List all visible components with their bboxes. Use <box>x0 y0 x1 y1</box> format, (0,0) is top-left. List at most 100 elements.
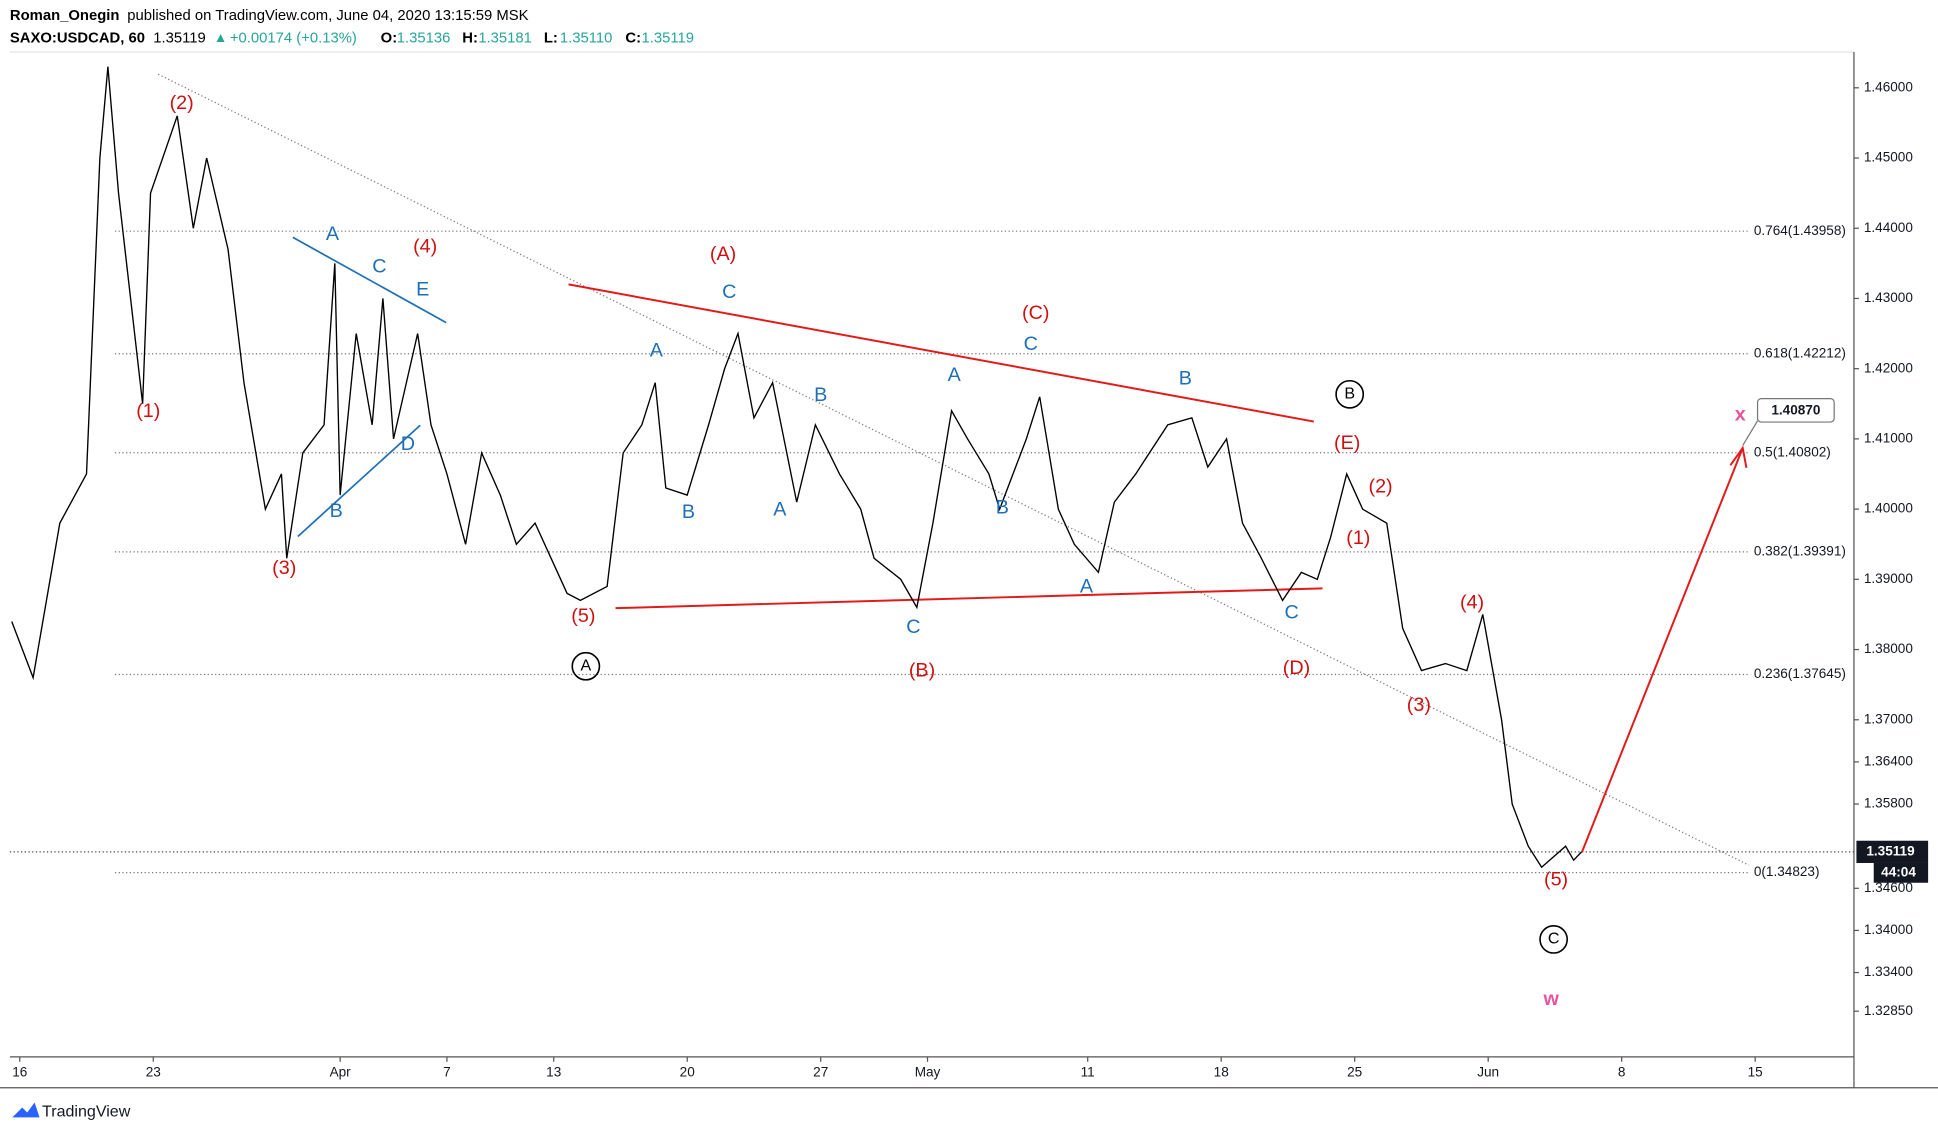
countdown-label: 44:04 <box>1881 864 1916 879</box>
wave-label: E <box>416 279 429 301</box>
wave-label: C <box>372 255 386 277</box>
y-tick-label: 1.39000 <box>1864 571 1914 586</box>
price-line <box>11 66 1583 869</box>
x-tick-label: Apr <box>330 1064 352 1079</box>
wave-label: (4) <box>413 235 437 257</box>
x-tick-label: 23 <box>146 1064 161 1079</box>
y-tick-label: 1.37000 <box>1864 711 1914 726</box>
wave-label: A <box>948 364 962 386</box>
wave-label: A <box>580 657 591 675</box>
x-tick-label: 16 <box>12 1064 27 1079</box>
triangle-lower <box>615 587 1323 610</box>
wave-label: (1) <box>136 400 160 422</box>
wave-label: x <box>1735 404 1746 426</box>
wave-circle <box>571 651 601 681</box>
x-tick-label: 13 <box>546 1064 561 1079</box>
x-tick-label: May <box>915 1064 941 1079</box>
ohlc-key: C: <box>625 30 641 46</box>
ohlc-value: 1.35181 <box>478 30 532 46</box>
wave-label: (C) <box>1022 302 1049 324</box>
fib-label: 0.618(1.42212) <box>1754 345 1846 360</box>
brand: TradingView <box>42 1103 131 1121</box>
wave-label: B <box>682 501 695 523</box>
fib-label: 0.382(1.39391) <box>1754 543 1846 558</box>
last-price: 1.35119 <box>153 30 205 46</box>
wave-label: (2) <box>1368 475 1392 497</box>
projection-arrow <box>1581 447 1744 853</box>
ohlc-value: 1.35119 <box>641 30 694 46</box>
change: +0.00174 (+0.13%) <box>230 30 357 46</box>
target-label: 1.40870 <box>1771 403 1820 418</box>
fib-label: 0(1.34823) <box>1754 864 1820 879</box>
wave-label: (A) <box>710 243 736 265</box>
wave-label: (3) <box>272 557 296 579</box>
wave-label: (3) <box>1407 694 1431 716</box>
wave-label: (E) <box>1334 432 1360 454</box>
y-tick-label: 1.42000 <box>1864 360 1914 375</box>
triangle-upper <box>568 283 1315 423</box>
wave-label: B <box>330 500 343 522</box>
y-tick-label: 1.46000 <box>1864 79 1914 94</box>
fib-label: 0.236(1.37645) <box>1754 666 1846 681</box>
y-tick-label: 1.38000 <box>1864 641 1914 656</box>
x-tick-label: 18 <box>1214 1064 1229 1079</box>
author: Roman_Onegin <box>10 8 120 24</box>
wave-label: C <box>906 616 920 638</box>
current-price-box <box>1856 840 1929 863</box>
wedge-lower <box>297 424 421 538</box>
wave-label: B <box>1179 368 1192 390</box>
wave-label: (5) <box>1544 868 1568 890</box>
ohlc-key: O: <box>381 30 397 46</box>
y-tick-label: 1.45000 <box>1864 150 1914 165</box>
wedge-upper <box>292 236 447 324</box>
wave-circle <box>1335 379 1365 409</box>
fib-label: 0.5(1.40802) <box>1754 444 1831 459</box>
symbol: SAXO:USDCAD, 60 <box>10 30 145 46</box>
y-tick-label: 1.41000 <box>1864 430 1914 445</box>
wave-label: A <box>650 339 664 361</box>
wave-label: C <box>1024 333 1038 355</box>
ohlc-key: L: <box>544 30 558 46</box>
wave-label: B <box>814 384 827 406</box>
y-tick-label: 1.36400 <box>1864 753 1914 768</box>
target-box <box>1756 397 1835 423</box>
y-tick-label: 1.40000 <box>1864 501 1914 516</box>
wave-circle <box>1539 925 1569 954</box>
x-tick-label: 7 <box>443 1064 451 1079</box>
wave-label: (5) <box>571 605 595 627</box>
x-tick-label: 20 <box>680 1064 696 1079</box>
change-arrow: ▲ <box>214 30 227 45</box>
wave-label: A <box>1080 575 1094 597</box>
wave-label: B <box>996 496 1009 518</box>
x-tick-label: 8 <box>1618 1064 1626 1079</box>
x-tick-label: Jun <box>1477 1064 1499 1079</box>
y-tick-label: 1.44000 <box>1864 220 1914 235</box>
y-tick-label: 1.34000 <box>1864 922 1914 937</box>
logo-icon <box>12 1102 40 1118</box>
wave-label: C <box>1548 930 1560 948</box>
y-tick-label: 1.33400 <box>1864 964 1914 979</box>
wave-label: (4) <box>1460 591 1484 613</box>
wave-label: (B) <box>909 659 935 681</box>
y-tick-label: 1.43000 <box>1864 290 1914 305</box>
y-tick-label: 1.34600 <box>1864 880 1914 895</box>
y-tick-label: 1.32850 <box>1864 1003 1914 1018</box>
wave-label: C <box>1284 601 1298 623</box>
x-tick-label: 27 <box>813 1064 828 1079</box>
wave-label: w <box>1542 988 1559 1010</box>
target-connector <box>1742 420 1759 446</box>
wave-label: D <box>401 433 415 455</box>
x-tick-label: 15 <box>1748 1064 1763 1079</box>
x-tick-label: 25 <box>1347 1064 1362 1079</box>
ohlc-value: 1.35110 <box>560 30 613 46</box>
wave-label: (1) <box>1346 527 1370 549</box>
wave-label: A <box>326 223 340 245</box>
ohlc-key: H: <box>462 30 478 46</box>
wave-label: A <box>773 499 787 521</box>
published: published on TradingView.com, June 04, 2… <box>127 8 528 24</box>
countdown-box <box>1873 862 1929 883</box>
ohlc-value: 1.35136 <box>397 30 451 46</box>
wave-label: C <box>722 281 736 303</box>
